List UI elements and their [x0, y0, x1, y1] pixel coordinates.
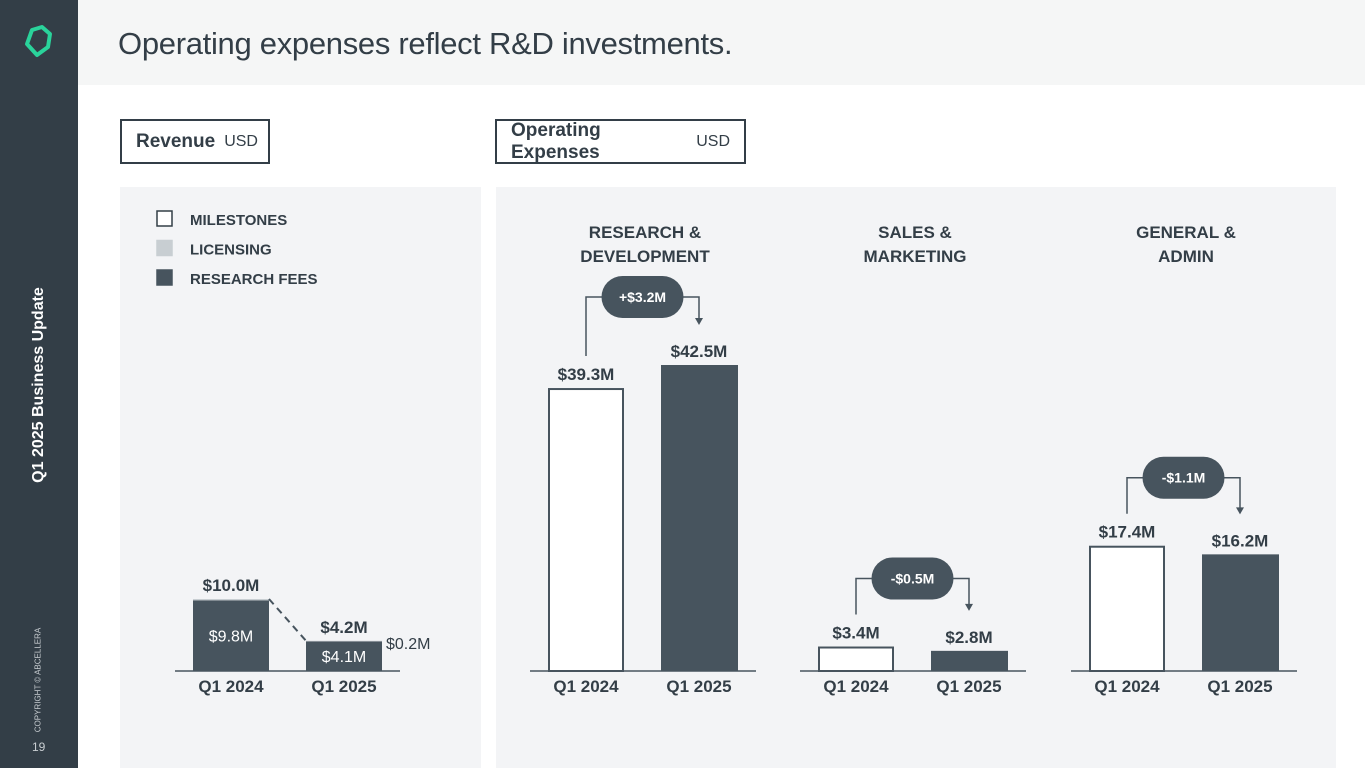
x-tick-label: Q1 2025 — [936, 677, 1001, 696]
group-title: RESEARCH & — [589, 223, 701, 242]
bar-inner-label: $4.1M — [322, 649, 366, 666]
bar-inner-label: $9.8M — [209, 629, 253, 646]
revenue-unit: USD — [224, 132, 258, 150]
delta-pill — [1142, 456, 1225, 499]
group-title: SALES & — [878, 223, 952, 242]
opex-tag: Operating Expenses USD — [495, 119, 746, 164]
x-tick-label: Q1 2024 — [553, 677, 619, 696]
bar-total-label: $10.0M — [203, 576, 260, 595]
arrow-down-icon — [965, 603, 973, 611]
delta-label: -$1.1M — [1162, 470, 1206, 486]
x-tick-label: Q1 2024 — [1094, 677, 1160, 696]
x-tick-label: Q1 2025 — [311, 677, 376, 696]
bar-q1-2025 — [1202, 554, 1279, 671]
bar-value-label: $39.3M — [558, 365, 615, 384]
bar-licensing — [193, 599, 269, 601]
bar-q1-2025 — [931, 650, 1008, 671]
revenue-label: Revenue — [136, 130, 216, 152]
group-title: ADMIN — [1158, 247, 1214, 266]
delta-label: -$0.5M — [891, 571, 935, 587]
delta-label: +$3.2M — [619, 289, 666, 305]
bar-q1-2024 — [1089, 545, 1165, 672]
x-tick-label: Q1 2025 — [666, 677, 731, 696]
legend-label: MILESTONES — [190, 212, 287, 229]
bar-licensing — [306, 640, 382, 642]
page-number: 19 — [32, 740, 46, 754]
opex-label: Operating Expenses — [511, 119, 601, 163]
x-tick-label: Q1 2024 — [823, 677, 889, 696]
licensing-label: $0.2M — [386, 636, 430, 653]
x-tick-label: Q1 2025 — [1207, 677, 1272, 696]
group-title: GENERAL & — [1136, 223, 1236, 242]
bar-q1-2024 — [818, 646, 894, 673]
trend-dash — [268, 598, 307, 642]
header: Operating expenses reflect R&D investmen… — [78, 0, 1365, 85]
hexagon-logo-icon — [25, 25, 52, 57]
legend-swatch — [156, 269, 173, 286]
revenue-tag: Revenue USD — [120, 119, 270, 164]
group-title: DEVELOPMENT — [580, 247, 710, 266]
bar-value-label: $2.8M — [945, 628, 992, 647]
bar-value-label: $16.2M — [1212, 531, 1269, 550]
page-title: Operating expenses reflect R&D investmen… — [118, 26, 733, 61]
arrow-down-icon — [695, 318, 703, 325]
bar-research-fees — [193, 600, 269, 671]
opex-unit: USD — [696, 132, 730, 150]
legend-swatch — [156, 239, 173, 257]
bar-q1-2024 — [548, 388, 624, 672]
bar-total-label: $4.2M — [320, 618, 367, 637]
legend-label: LICENSING — [190, 242, 272, 259]
bar-q1-2025 — [661, 365, 738, 671]
bar-research-fees — [306, 641, 382, 671]
bar-value-label: $42.5M — [671, 342, 728, 361]
legend-label: RESEARCH FEES — [190, 271, 318, 288]
group-title: MARKETING — [864, 247, 967, 266]
sidebar: Q1 2025 Business Update COPYRIGHT © ABCE… — [0, 0, 78, 768]
bar-value-label: $3.4M — [832, 624, 879, 643]
legend-swatch — [156, 210, 173, 227]
bar-value-label: $17.4M — [1099, 523, 1156, 542]
x-tick-label: Q1 2024 — [198, 677, 264, 696]
delta-pill — [871, 557, 954, 600]
arrow-down-icon — [1236, 507, 1244, 515]
delta-pill — [601, 276, 684, 318]
